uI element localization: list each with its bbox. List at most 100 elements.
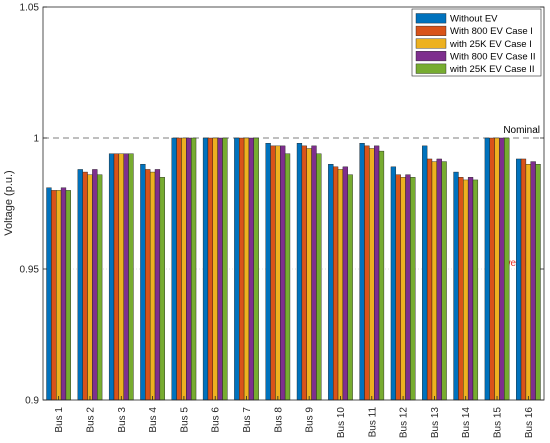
bar-15-series-5 [504, 137, 510, 401]
bar-9-series-4 [311, 145, 317, 401]
legend-swatch-1 [415, 13, 447, 24]
bar-16-series-2 [520, 158, 527, 401]
x-tick-label-3: Bus 3 [117, 407, 128, 433]
bar-9-series-3 [306, 148, 312, 401]
bar-15-series-2 [489, 137, 495, 401]
bar-16-series-1 [516, 158, 522, 401]
bar-9-series-1 [296, 143, 303, 401]
bar-14-series-3 [463, 179, 469, 401]
plot-frame [42, 6, 545, 401]
legend-label-4: With 800 EV Case II [450, 51, 536, 62]
legend-label-5: with 25K EV Case II [449, 64, 534, 75]
bar-15-series-1 [484, 137, 490, 401]
bar-5-series-3 [181, 137, 187, 401]
bar-14-series-1 [453, 171, 459, 401]
x-axis-ticks: Bus 1 Bus 2 Bus 3 Bus 4 Bus 5 Bus 6 Bus 7 Bus 8… [54, 396, 535, 438]
bar-5-series-1 [171, 137, 177, 401]
bar-5-series-2 [176, 137, 182, 401]
bar-6-series-5 [222, 137, 228, 401]
bar-6-series-1 [202, 137, 209, 401]
bar-13-series-1 [422, 145, 428, 401]
y-tick-label-1: 0.95 [20, 265, 40, 276]
bar-11-series-5 [378, 150, 385, 401]
bar-8-series-2 [270, 145, 276, 401]
x-tick-label-7: Bus 7 [242, 407, 253, 433]
x-tick-label-14: Bus 14 [461, 407, 472, 439]
x-tick-label-6: Bus 6 [211, 407, 222, 433]
bar-1-series-5 [65, 190, 71, 401]
bar-16-series-5 [535, 163, 541, 401]
bar-9-series-2 [301, 145, 307, 401]
x-tick-label-11: Bus 11 [367, 407, 378, 438]
legend-label-2: With 800 EV Case I [450, 26, 533, 37]
y-tick-label-2: 1 [33, 134, 39, 145]
bar-8-series-5 [284, 153, 291, 401]
bar-9-series-5 [316, 153, 322, 401]
bar-8-series-1 [265, 143, 271, 401]
bar-16-series-4 [530, 161, 536, 401]
bar-12-series-3 [400, 177, 406, 401]
bar-12-series-5 [410, 177, 416, 401]
bar-2-series-3 [87, 174, 93, 401]
bar-6-series-2 [207, 137, 213, 401]
bar-7-series-4 [248, 137, 255, 401]
y-tick-label-3: 1.05 [20, 3, 40, 14]
bar-4-series-5 [159, 177, 165, 401]
bar-3-series-2 [113, 153, 120, 401]
legend-swatch-5 [415, 63, 447, 74]
bar-3-series-3 [118, 153, 124, 401]
x-tick-label-1: Bus 1 [54, 407, 65, 433]
bar-14-series-5 [472, 179, 479, 401]
y-axis-label: Voltage (p.u.) [3, 170, 15, 235]
bar-13-series-4 [436, 158, 442, 401]
bar-13-series-2 [426, 158, 433, 401]
x-tick-label-13: Bus 13 [430, 407, 441, 439]
bar-2-series-2 [82, 171, 88, 401]
bar-7-series-1 [234, 137, 240, 401]
bar-7-series-3 [243, 137, 250, 401]
bar-4-series-2 [145, 169, 151, 401]
bar-3-series-5 [128, 153, 134, 401]
bar-11-series-2 [364, 145, 370, 401]
bar-8-series-3 [275, 145, 281, 401]
y-tick-label-0: 0.9 [25, 396, 39, 407]
bar-6-series-3 [212, 137, 218, 401]
bar-1-series-1 [46, 187, 52, 401]
bar-11-series-1 [359, 143, 365, 401]
bar-10-series-5 [347, 174, 353, 401]
bar-1-series-3 [56, 190, 62, 401]
legend-swatch-2 [415, 25, 447, 36]
bar-2-series-1 [77, 169, 83, 401]
bar-14-series-4 [467, 177, 474, 401]
bar-7-series-2 [239, 137, 245, 401]
bar-4-series-4 [154, 169, 161, 401]
reference-label-0: Nominal [503, 125, 540, 136]
bar-2-series-4 [92, 169, 98, 401]
bar-11-series-4 [374, 145, 380, 401]
bar-7-series-5 [253, 137, 259, 401]
bar-5-series-4 [186, 137, 192, 401]
legend-label-1: Without EV [450, 14, 498, 25]
x-tick-label-2: Bus 2 [86, 407, 97, 433]
bar-5-series-5 [190, 137, 197, 401]
x-tick-label-8: Bus 8 [273, 407, 284, 433]
x-tick-label-16: Bus 16 [524, 407, 535, 439]
y-axis-ticks: 0.9 0.95 1 1.05 [20, 3, 544, 407]
bar-10-series-3 [337, 169, 344, 401]
bar-6-series-4 [217, 137, 223, 401]
bar-12-series-2 [395, 174, 401, 401]
bar-10-series-4 [342, 166, 348, 401]
x-tick-label-5: Bus 5 [179, 407, 190, 433]
bar-4-series-1 [140, 163, 146, 401]
bar-11-series-3 [369, 148, 375, 401]
bar-13-series-3 [431, 161, 438, 401]
bar-1-series-2 [51, 190, 57, 401]
legend-swatch-3 [415, 38, 447, 49]
bar-10-series-1 [328, 163, 334, 401]
bar-1-series-4 [60, 187, 67, 401]
bar-15-series-4 [499, 137, 505, 401]
legend-swatch-4 [415, 51, 447, 62]
bar-2-series-5 [97, 174, 103, 401]
bar-10-series-2 [332, 166, 339, 401]
